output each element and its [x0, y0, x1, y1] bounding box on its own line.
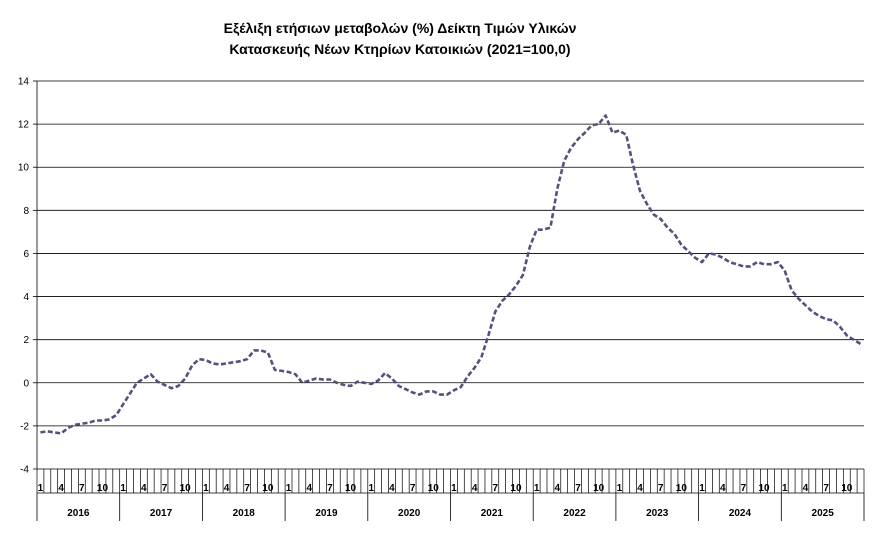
x-month-label: 7 [823, 483, 829, 494]
x-year-label: 2017 [150, 508, 173, 519]
chart-title-line-1: Εξέλιξη ετήσιων μεταβολών (%) Δείκτη Τιμ… [223, 20, 577, 36]
x-month-label: 1 [286, 483, 292, 494]
series-annual-change [40, 114, 862, 435]
x-month-label: 1 [368, 483, 374, 494]
x-year-label: 2025 [812, 508, 835, 519]
x-month-label: 1 [534, 483, 540, 494]
x-month-label: 4 [637, 483, 643, 494]
x-month-label: 10 [759, 483, 771, 494]
x-month-label: 4 [224, 483, 230, 494]
x-month-label: 10 [97, 483, 109, 494]
x-month-label: 1 [203, 483, 209, 494]
x-month-label: 7 [327, 483, 333, 494]
x-year-label: 2023 [646, 508, 669, 519]
x-month-label: 4 [141, 483, 147, 494]
y-tick-label: -2 [20, 421, 29, 432]
x-month-label: 1 [617, 483, 623, 494]
y-tick-label: 8 [23, 206, 29, 217]
x-month-label: 7 [410, 483, 416, 494]
x-year-label: 2019 [315, 508, 338, 519]
x-year-label: 2022 [563, 508, 586, 519]
x-month-label: 10 [593, 483, 605, 494]
y-tick-label: 2 [23, 335, 29, 346]
x-month-label: 7 [162, 483, 168, 494]
x-year-label: 2018 [233, 508, 256, 519]
x-month-label: 10 [180, 483, 192, 494]
x-month-label: 10 [428, 483, 440, 494]
x-month-label: 1 [699, 483, 705, 494]
chart-title: Εξέλιξη ετήσιων μεταβολών (%) Δείκτη Τιμ… [0, 18, 800, 60]
series-line [40, 114, 862, 435]
y-axis: -4 -2 0 2 4 6 8 10 12 14 [18, 77, 38, 476]
chart-title-line-2: Κατασκευής Νέων Κτηρίων Κατοικιών (2021=… [229, 41, 571, 57]
x-month-label: 4 [389, 483, 395, 494]
x-month-label: 1 [451, 483, 457, 494]
y-tick-label: 4 [23, 292, 29, 303]
y-tick-label: 10 [18, 163, 30, 174]
x-month-label: 10 [841, 483, 853, 494]
x-year-label: 2021 [481, 508, 504, 519]
x-month-label: 4 [555, 483, 561, 494]
x-month-label: 7 [493, 483, 499, 494]
x-month-label: 4 [306, 483, 312, 494]
x-month-label: 10 [510, 483, 522, 494]
x-month-label: 10 [676, 483, 688, 494]
x-axis: 1 4 7 10 1 4 7 10 1 4 7 10 1 4 7 10 1 4 7 10 1 4 7 10 1 4 7 10 1 4 7 10… [36, 469, 865, 521]
x-month-label: 7 [79, 483, 85, 494]
x-month-label: 7 [741, 483, 747, 494]
x-month-label: 4 [472, 483, 478, 494]
x-month-label: 4 [720, 483, 726, 494]
x-month-label: 1 [38, 483, 44, 494]
x-month-label: 10 [345, 483, 357, 494]
y-tick-label: 6 [23, 249, 29, 260]
y-tick-label: 0 [23, 378, 29, 389]
gridlines [37, 80, 864, 470]
x-month-label: 7 [244, 483, 250, 494]
y-tick-label: 14 [18, 77, 30, 88]
y-tick-label: -4 [20, 465, 29, 476]
x-month-label: 7 [658, 483, 664, 494]
x-month-label: 1 [782, 483, 788, 494]
x-year-label: 2016 [67, 508, 90, 519]
x-month-label: 10 [262, 483, 274, 494]
x-month-label: 4 [803, 483, 809, 494]
x-year-label: 2020 [398, 508, 421, 519]
x-month-label: 4 [58, 483, 64, 494]
x-month-label: 7 [575, 483, 581, 494]
x-year-label: 2024 [729, 508, 752, 519]
y-tick-label: 12 [18, 120, 30, 131]
x-month-label: 1 [120, 483, 126, 494]
